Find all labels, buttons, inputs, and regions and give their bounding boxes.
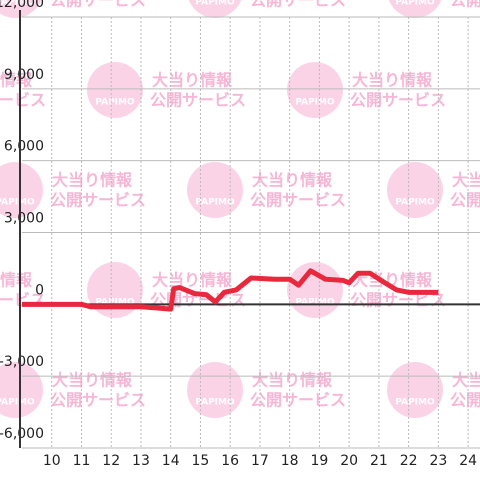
- x-tick-label: 21: [370, 453, 388, 469]
- watermark-logo: [388, 0, 442, 18]
- y-tick-label: 12,000: [0, 0, 44, 11]
- watermark-subtitle: 公開サービス: [450, 0, 480, 10]
- y-tick-label: -3,000: [0, 354, 44, 370]
- watermark-title: 大当り情報: [352, 71, 433, 90]
- watermark-title: 大当り情報: [52, 371, 133, 390]
- watermark-logo: [87, 262, 143, 318]
- watermark-logo: [287, 62, 343, 118]
- watermark-title: 大当り情報: [52, 171, 133, 190]
- y-tick-label: 3,000: [4, 211, 44, 227]
- watermark-title: 大当り情報: [252, 371, 333, 390]
- watermark-logo-text: PAPIMO: [0, 198, 35, 208]
- x-tick-label: 23: [429, 453, 447, 469]
- watermark-logo-text: PAPIMO: [295, 298, 335, 308]
- watermark-logo-text: PAPIMO: [0, 398, 35, 408]
- x-tick-label: 15: [192, 453, 210, 469]
- watermark: PAPIMO大当り情報公開サービスPAPIMO大当り情報公開サービスPAPIMO…: [0, 0, 480, 418]
- y-tick-label: 9,000: [4, 67, 44, 83]
- watermark-subtitle: 公開サービス: [0, 91, 46, 110]
- watermark-logo-text: PAPIMO: [195, 0, 235, 8]
- watermark-logo: [87, 62, 143, 118]
- y-tick-label: 6,000: [4, 139, 44, 155]
- watermark-title: 大当り情報: [452, 171, 480, 190]
- watermark-logo: [387, 362, 443, 418]
- x-tick-label: 14: [162, 453, 180, 469]
- watermark-logo: [387, 162, 443, 218]
- x-tick-label: 19: [310, 453, 328, 469]
- x-tick-label: 13: [132, 453, 150, 469]
- watermark-logo: [0, 0, 42, 18]
- watermark-logo-text: PAPIMO: [395, 198, 435, 208]
- watermark-logo: [0, 362, 43, 418]
- watermark-title: 大当り情報: [0, 271, 33, 290]
- x-tick-label: 10: [43, 453, 61, 469]
- y-tick-label: -6,000: [0, 426, 44, 442]
- watermark-subtitle: 公開サービス: [450, 191, 480, 210]
- y-tick-label: 0: [35, 282, 44, 298]
- watermark-logo-text: PAPIMO: [0, 0, 35, 8]
- x-tick-label: 18: [281, 453, 299, 469]
- watermark-subtitle: 公開サービス: [250, 191, 346, 210]
- watermark-logo-text: PAPIMO: [195, 198, 235, 208]
- watermark-title: 大当り情報: [452, 371, 480, 390]
- watermark-title: 大当り情報: [252, 171, 333, 190]
- watermark-logo: [287, 262, 343, 318]
- watermark-subtitle: 公開サービス: [50, 191, 146, 210]
- watermark-subtitle: 公開サービス: [150, 91, 246, 110]
- watermark-title: 大当り情報: [152, 71, 233, 90]
- watermark-logo-text: PAPIMO: [395, 0, 435, 8]
- watermark-logo-text: PAPIMO: [395, 398, 435, 408]
- watermark-subtitle: 公開サービス: [50, 0, 146, 10]
- x-tick-label: 20: [340, 453, 358, 469]
- watermark-logo: [187, 362, 243, 418]
- watermark-subtitle: 公開サービス: [250, 0, 346, 10]
- watermark-subtitle: 公開サービス: [450, 391, 480, 410]
- watermark-logo-text: PAPIMO: [95, 98, 135, 108]
- watermark-subtitle: 公開サービス: [50, 391, 146, 410]
- x-tick-label: 12: [102, 453, 120, 469]
- watermark-subtitle: 公開サービス: [350, 91, 446, 110]
- watermark-logo-text: PAPIMO: [95, 298, 135, 308]
- watermark-subtitle: 公開サービス: [250, 391, 346, 410]
- x-tick-label: 17: [251, 453, 269, 469]
- x-tick-label: 11: [73, 453, 91, 469]
- watermark-logo-text: PAPIMO: [195, 398, 235, 408]
- x-tick-label: 22: [400, 453, 418, 469]
- line: [22, 268, 439, 312]
- watermark-logo-text: PAPIMO: [295, 98, 335, 108]
- watermark-logo: [187, 162, 243, 218]
- x-tick-label: 24: [459, 453, 477, 469]
- watermark-title: 大当り情報: [0, 71, 33, 90]
- x-tick-label: 16: [221, 453, 239, 469]
- watermark-logo: [188, 0, 242, 18]
- watermark-logo: [0, 162, 43, 218]
- watermark-title: 大当り情報: [152, 271, 233, 290]
